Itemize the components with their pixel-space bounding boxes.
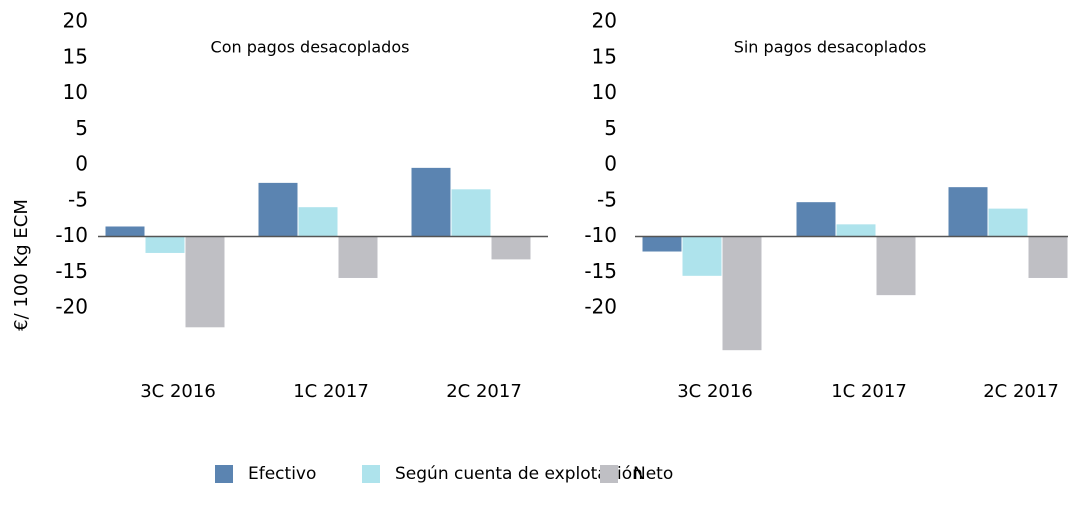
bar <box>988 208 1028 237</box>
y-axis-label: €/ 100 Kg ECM <box>11 199 32 331</box>
y-tick-label: -5 <box>68 187 88 211</box>
chart-title: Sin pagos desacoplados <box>734 38 927 57</box>
x-tick-label: 2C 2017 <box>446 381 522 402</box>
x-tick-label: 3C 2016 <box>140 381 216 402</box>
bar <box>836 224 876 237</box>
bar <box>722 236 762 351</box>
y-tick-label: 20 <box>63 9 88 33</box>
legend-swatch <box>215 465 233 483</box>
y-tick-label: 10 <box>63 80 88 104</box>
bar <box>298 207 338 237</box>
legend-label: Efectivo <box>248 464 316 484</box>
bar <box>451 189 491 237</box>
bar <box>1028 236 1068 278</box>
bar <box>642 236 682 252</box>
y-tick-label: 20 <box>592 9 617 33</box>
bar <box>948 187 988 237</box>
x-tick-label: 3C 2016 <box>677 381 753 402</box>
legend-swatch <box>600 465 618 483</box>
y-tick-label: -15 <box>55 259 88 283</box>
x-tick-label: 1C 2017 <box>831 381 907 402</box>
bar <box>145 236 185 253</box>
y-tick-label: -15 <box>584 259 617 283</box>
legend-label: Según cuenta de explotación <box>395 464 643 484</box>
bar <box>105 226 145 237</box>
bar <box>876 236 916 296</box>
y-tick-label: -5 <box>597 187 617 211</box>
chart-title: Con pagos desacoplados <box>211 38 410 57</box>
y-tick-label: 15 <box>592 44 617 68</box>
y-tick-label: 5 <box>75 116 88 140</box>
y-tick-label: 0 <box>75 152 88 176</box>
legend-label: Neto <box>633 464 673 484</box>
y-tick-label: 15 <box>63 44 88 68</box>
bar <box>796 202 836 237</box>
bar <box>185 236 225 328</box>
y-tick-label: 10 <box>592 80 617 104</box>
y-tick-label: -20 <box>55 295 88 319</box>
bar <box>491 236 531 260</box>
y-tick-label: -10 <box>55 223 88 247</box>
bar <box>682 236 722 276</box>
bar <box>338 236 378 278</box>
y-tick-label: 5 <box>604 116 617 140</box>
bar <box>258 182 298 237</box>
bar <box>411 167 451 237</box>
legend-swatch <box>362 465 380 483</box>
y-tick-label: -10 <box>584 223 617 247</box>
y-tick-label: -20 <box>584 295 617 319</box>
x-tick-label: 1C 2017 <box>293 381 369 402</box>
x-tick-label: 2C 2017 <box>983 381 1059 402</box>
y-tick-label: 0 <box>604 152 617 176</box>
